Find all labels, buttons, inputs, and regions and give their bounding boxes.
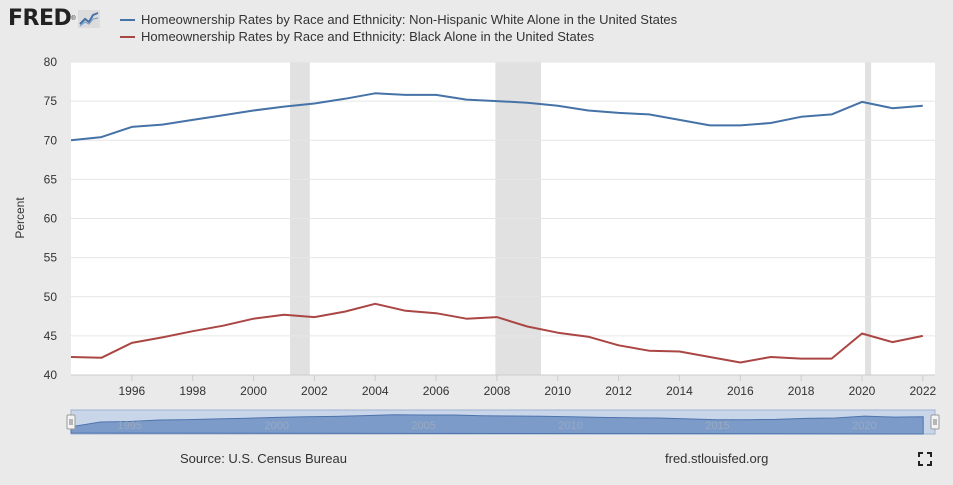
x-tick-label: 2006 <box>423 384 450 398</box>
y-tick-label: 75 <box>44 94 58 108</box>
x-tick-label: 2022 <box>909 384 936 398</box>
y-axis-label: Percent <box>13 197 27 239</box>
navigator-tick-label: 1995 <box>118 420 142 432</box>
legend-item-white[interactable]: Homeownership Rates by Race and Ethnicit… <box>120 11 677 28</box>
fullscreen-icon[interactable] <box>918 452 932 466</box>
source-text: Source: U.S. Census Bureau <box>180 451 347 466</box>
x-tick-label: 1996 <box>118 384 145 398</box>
navigator-series <box>70 414 924 435</box>
navigator-tick-label: 2000 <box>264 420 288 432</box>
x-tick-label: 1998 <box>179 384 206 398</box>
series-line-black <box>70 302 923 364</box>
series-lines <box>70 92 923 364</box>
legend-label-black: Homeownership Rates by Race and Ethnicit… <box>141 29 595 44</box>
x-tick-label: 2012 <box>605 384 632 398</box>
site-link[interactable]: fred.stlouisfed.org <box>665 451 769 466</box>
handle-body[interactable] <box>66 414 76 430</box>
y-tick-label: 80 <box>44 55 58 69</box>
navigator-tick-label: 2010 <box>558 420 582 432</box>
y-tick-label: 55 <box>44 251 58 265</box>
x-tick-label: 2008 <box>484 384 511 398</box>
series-line-white <box>70 92 923 142</box>
navigator-handle-left[interactable] <box>66 414 76 430</box>
fred-chart-icon <box>77 9 100 28</box>
x-tick-label: 2000 <box>240 384 267 398</box>
line-chart: 40 45 50 55 60 65 70 75 80 1996 1998 2000 2002 2004 2… <box>13 55 940 435</box>
y-tick-label: 60 <box>44 212 58 226</box>
legend-swatch-white <box>120 18 135 21</box>
x-tick-label: 2020 <box>849 384 876 398</box>
logo-text: FRED <box>8 6 72 31</box>
x-axis: 1996 1998 2000 2002 2004 2006 2008 2010 2012 2014… <box>71 374 937 398</box>
fred-logo: FRED ® <box>8 6 100 31</box>
x-tick-label: 2018 <box>788 384 815 398</box>
legend-item-black[interactable]: Homeownership Rates by Race and Ethnicit… <box>120 28 677 45</box>
y-tick-label: 50 <box>44 290 58 304</box>
navigator-tick-label: 2005 <box>411 420 435 432</box>
y-tick-label: 70 <box>44 133 58 147</box>
y-tick-label: 45 <box>44 329 58 343</box>
y-axis: 40 45 50 55 60 65 70 75 80 <box>44 55 58 382</box>
navigator-tick-label: 2015 <box>705 420 729 432</box>
x-tick-label: 2004 <box>362 384 389 398</box>
x-tick-label: 2002 <box>301 384 328 398</box>
x-tick-label: 2016 <box>727 384 754 398</box>
navigator[interactable]: 1995 2000 2005 2010 2015 2020 <box>66 409 940 435</box>
y-tick-label: 65 <box>44 172 58 186</box>
legend-label-white: Homeownership Rates by Race and Ethnicit… <box>141 12 678 27</box>
navigator-tick-label: 2020 <box>852 420 876 432</box>
navigator-handle-right[interactable] <box>930 414 940 430</box>
handle-body[interactable] <box>930 414 940 430</box>
x-tick-label: 2010 <box>544 384 571 398</box>
y-tick-label: 40 <box>44 368 58 382</box>
legend-swatch-black <box>120 35 135 38</box>
chart-legend: Homeownership Rates by Race and Ethnicit… <box>120 11 677 45</box>
x-tick-label: 2014 <box>666 384 693 398</box>
